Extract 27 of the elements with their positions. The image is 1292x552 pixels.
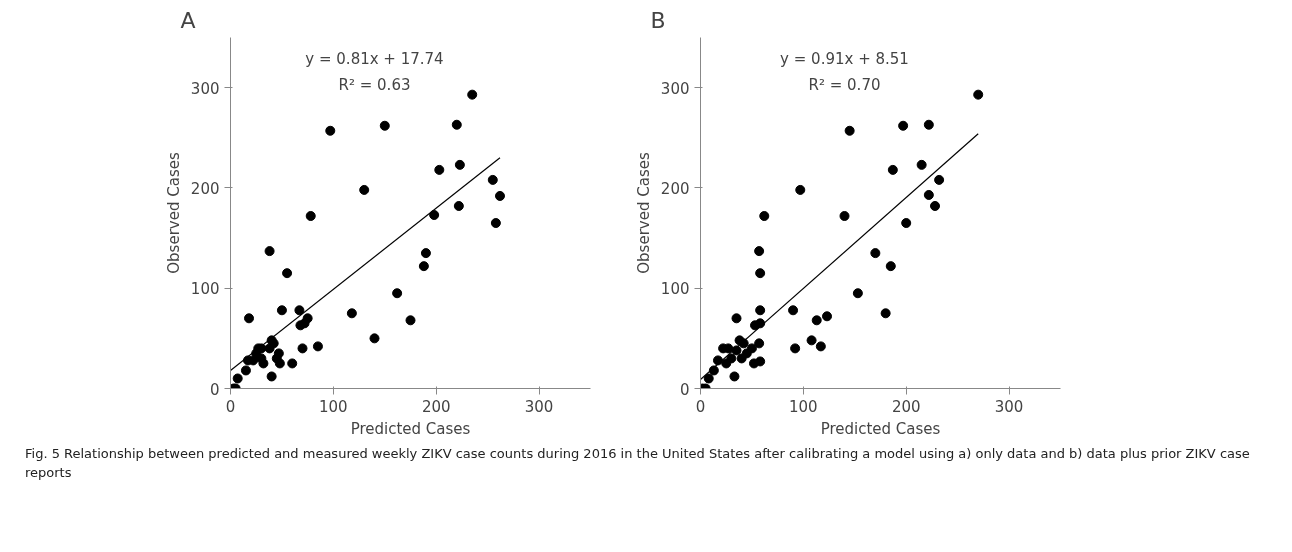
x-axis-title: Predicted Cases [350, 419, 471, 438]
y-tick-label: 300 [660, 79, 690, 98]
x-axis-title: Predicted Cases [820, 419, 941, 438]
y-tick-label: 100 [190, 280, 220, 299]
y-tick-label: 200 [190, 179, 220, 198]
annotation: R² = 0.70 [808, 76, 881, 95]
annotation: y = 0.91x + 8.51 [780, 49, 909, 68]
y-axis-title: Observed Cases [634, 152, 653, 274]
chart-title: B [650, 7, 666, 33]
x-tick-label: 100 [319, 397, 348, 416]
x-tick-label: 300 [994, 397, 1024, 416]
chart-title: A [180, 7, 196, 33]
y-tick-label: 200 [660, 179, 690, 198]
x-tick-label: 100 [789, 397, 818, 416]
x-tick-label: 0 [225, 397, 236, 416]
y-tick-label: 100 [660, 280, 690, 299]
x-tick-label: 0 [695, 397, 706, 416]
y-axis-title: Observed Cases [164, 152, 183, 274]
annotation: R² = 0.63 [338, 76, 411, 95]
y-tick-label: 0 [679, 380, 690, 399]
annotation: y = 0.81x + 17.74 [305, 49, 444, 68]
y-tick-label: 300 [190, 79, 220, 98]
y-tick-label: 0 [209, 380, 220, 399]
caption: Fig. 5 Relationship between predicted and measured weekly ZIKV case counts during 2016 in the United States after calibrating a model using a) only data and b) data plus prior ZIKV case reports [25, 445, 1251, 482]
x-tick-label: 200 [421, 397, 451, 416]
x-tick-label: 200 [891, 397, 921, 416]
x-tick-label: 300 [524, 397, 554, 416]
